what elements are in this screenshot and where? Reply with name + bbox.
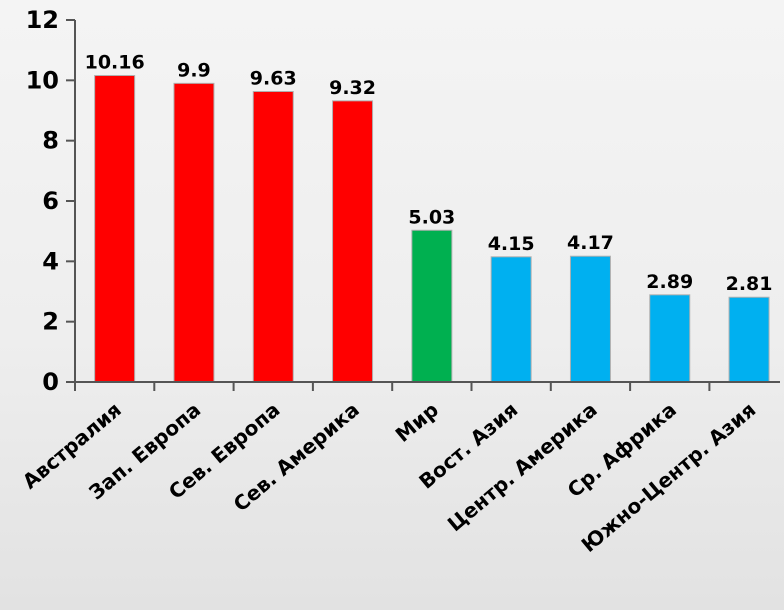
data-label: 9.9 bbox=[177, 59, 211, 81]
bar bbox=[173, 82, 215, 383]
bar bbox=[490, 256, 532, 383]
y-tick-label: 4 bbox=[42, 247, 59, 275]
bar bbox=[332, 100, 374, 383]
bar bbox=[649, 294, 691, 383]
y-tick-label: 2 bbox=[42, 308, 59, 336]
data-label: 2.81 bbox=[726, 273, 773, 295]
data-label: 9.32 bbox=[329, 77, 376, 99]
data-label: 4.15 bbox=[488, 233, 535, 255]
y-tick-label: 12 bbox=[26, 6, 59, 34]
bars: 10.16 9.9 9.63 9.32 5.03 4.15 4.17 2.89 2.81 bbox=[85, 52, 773, 383]
bar bbox=[728, 296, 770, 383]
data-label: 5.03 bbox=[408, 206, 455, 228]
bar bbox=[252, 90, 294, 383]
data-label: 9.63 bbox=[250, 67, 297, 89]
y-tick-label: 8 bbox=[42, 127, 59, 155]
y-tick-label: 6 bbox=[42, 187, 59, 215]
y-tick-label: 10 bbox=[26, 66, 59, 94]
y-axis: 0 2 4 6 8 10 12 bbox=[26, 6, 76, 396]
bar bbox=[569, 255, 611, 383]
bar bbox=[411, 229, 453, 383]
bar bbox=[94, 75, 136, 383]
data-label: 2.89 bbox=[646, 271, 693, 293]
category-label: Мир bbox=[391, 397, 443, 446]
data-label: 4.17 bbox=[567, 232, 614, 254]
data-label: 10.16 bbox=[85, 52, 145, 74]
y-tick-label: 0 bbox=[42, 368, 59, 396]
category-label: Центр. Америка bbox=[443, 397, 602, 536]
